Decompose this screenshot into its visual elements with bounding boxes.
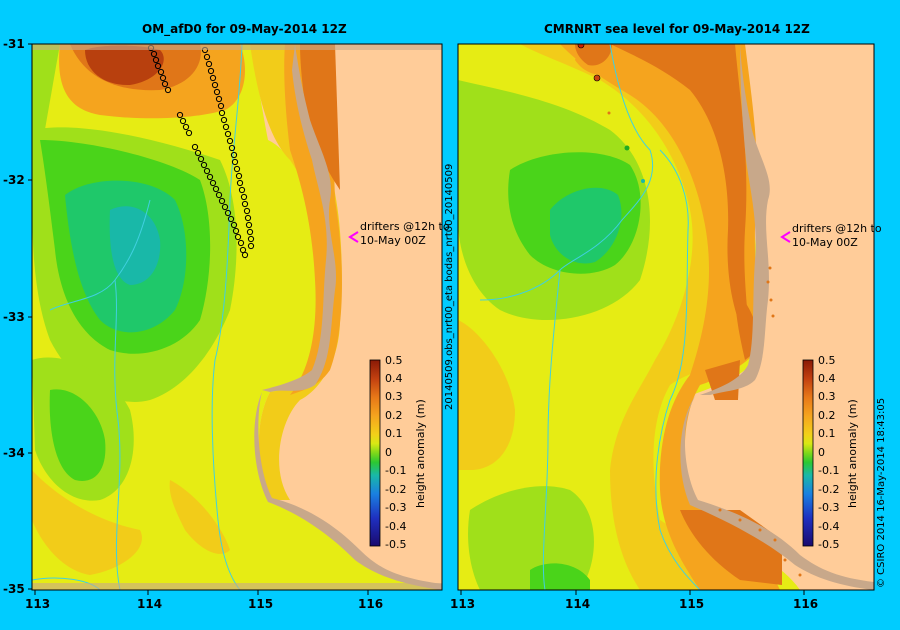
colorbar-tick: 0.5 <box>818 354 836 367</box>
colorbar-tick: 0.4 <box>385 372 403 385</box>
x-tick-label: 113 <box>450 597 476 611</box>
drifter-track-markers <box>147 44 255 259</box>
x-tick-label: 115 <box>248 597 274 611</box>
x-tick-label: 114 <box>565 597 591 611</box>
colorbar-tick: 0.5 <box>385 354 403 367</box>
colorbar-tick: -0.2 <box>818 483 840 496</box>
right-map-panel <box>458 44 874 590</box>
x-tick-label: 116 <box>793 597 819 611</box>
left-map-panel <box>32 44 442 590</box>
colorbar-tick: 0 <box>385 446 392 459</box>
colorbar-tick: 0.2 <box>818 409 836 422</box>
colorbar-tick: 0.1 <box>818 427 836 440</box>
right-colorbar <box>802 359 814 547</box>
right-drifter-note-line1: drifters @12h to <box>792 222 882 235</box>
left-colorbar-label: height anomaly (m) <box>414 399 427 508</box>
right-drifter-note-line2: 10-May 00Z <box>792 236 858 249</box>
y-tick-label: -31 <box>3 37 25 51</box>
drifter-arrow-left <box>348 231 359 243</box>
left-map-title: OM_afD0 for 09-May-2014 12Z <box>142 22 347 36</box>
right-panel-side-label: 20140509.obs_nrt00_eta bodas_nrt00_20140… <box>444 163 455 410</box>
right-colorbar-label: height anomaly (m) <box>846 399 859 508</box>
x-tick-label: 115 <box>679 597 705 611</box>
y-tick-label: -32 <box>3 173 25 187</box>
colorbar-tick: 0.3 <box>818 390 836 403</box>
colorbar-tick: -0.3 <box>385 501 407 514</box>
left-drifter-note-line2: 10-May 00Z <box>360 234 426 247</box>
copyright-timestamp: © CSIRO 2014 16-May-2014 18:43:05 <box>876 397 887 588</box>
x-tick-label: 116 <box>358 597 384 611</box>
drifter-arrow-right <box>780 231 791 243</box>
colorbar-tick: 0 <box>818 446 825 459</box>
colorbar-tick: -0.4 <box>385 520 407 533</box>
colorbar-tick: 0.2 <box>385 409 403 422</box>
colorbar-tick: -0.1 <box>385 464 407 477</box>
left-colorbar <box>369 359 381 547</box>
colorbar-tick: -0.5 <box>385 538 407 551</box>
colorbar-tick: 0.1 <box>385 427 403 440</box>
x-tick-label: 114 <box>137 597 163 611</box>
colorbar-tick: -0.1 <box>818 464 840 477</box>
y-tick-label: -35 <box>3 582 25 596</box>
colorbar-tick: -0.2 <box>385 483 407 496</box>
x-tick-label: 113 <box>25 597 51 611</box>
colorbar-tick: -0.3 <box>818 501 840 514</box>
colorbar-tick: -0.5 <box>818 538 840 551</box>
drifter-dots <box>577 44 802 577</box>
y-tick-label: -33 <box>3 310 25 324</box>
y-tick-label: -34 <box>3 446 25 460</box>
left-drifter-note-line1: drifters @12h to <box>360 220 450 233</box>
right-map-title: CMRNRT sea level for 09-May-2014 12Z <box>544 22 810 36</box>
colorbar-tick: 0.4 <box>818 372 836 385</box>
colorbar-tick: -0.4 <box>818 520 840 533</box>
colorbar-tick: 0.3 <box>385 390 403 403</box>
